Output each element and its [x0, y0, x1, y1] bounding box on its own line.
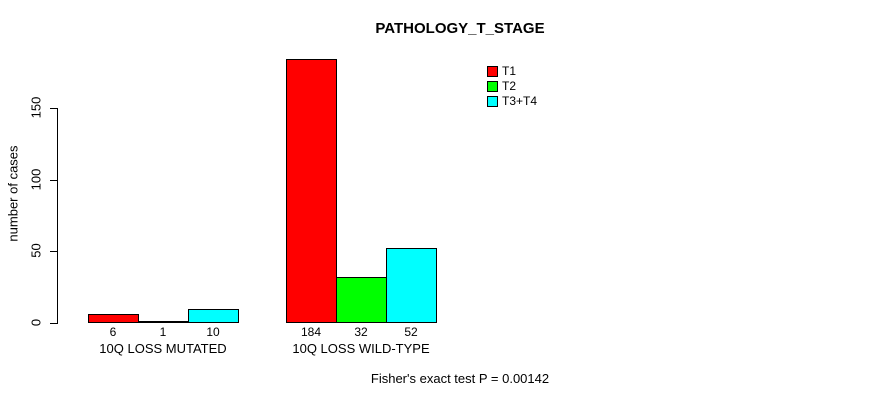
bar	[138, 321, 189, 323]
bar-value-label: 10	[206, 325, 220, 339]
legend-label: T3+T4	[502, 94, 538, 108]
y-tick-label: 100	[28, 168, 44, 191]
bar	[286, 59, 337, 323]
bar	[386, 248, 437, 323]
y-tick-label: 150	[28, 96, 44, 119]
legend-label: T1	[502, 64, 517, 78]
y-tick-label: 0	[28, 318, 44, 327]
stat-test-footnote: Fisher's exact test P = 0.00142	[370, 371, 550, 386]
legend-item: T3+T4	[487, 94, 537, 109]
x-category-label-wildtype: 10Q LOSS WILD-TYPE	[292, 341, 430, 356]
bar-value-label: 1	[159, 325, 167, 339]
y-axis-line	[57, 108, 58, 324]
bar-value-label: 6	[109, 325, 117, 339]
bar-value-label: 52	[404, 325, 418, 339]
legend-label: T2	[502, 79, 517, 93]
chart-title: PATHOLOGY_T_STAGE	[375, 20, 545, 37]
legend-swatch	[487, 96, 498, 107]
y-tick	[50, 323, 57, 324]
y-tick	[50, 180, 57, 181]
bar-value-label: 184	[300, 325, 322, 339]
bar	[336, 277, 387, 323]
bar-value-label: 32	[354, 325, 368, 339]
bar	[188, 309, 239, 323]
legend-item: T1	[487, 64, 537, 79]
y-axis-label: number of cases	[5, 145, 21, 242]
legend: T1 T2 T3+T4	[487, 64, 537, 109]
legend-swatch	[487, 81, 498, 92]
y-tick-label: 50	[28, 243, 44, 258]
y-tick	[50, 251, 57, 252]
x-category-label-mutated: 10Q LOSS MUTATED	[99, 341, 227, 356]
bar	[88, 314, 139, 323]
legend-swatch	[487, 66, 498, 77]
y-tick	[50, 108, 57, 109]
legend-item: T2	[487, 79, 537, 94]
